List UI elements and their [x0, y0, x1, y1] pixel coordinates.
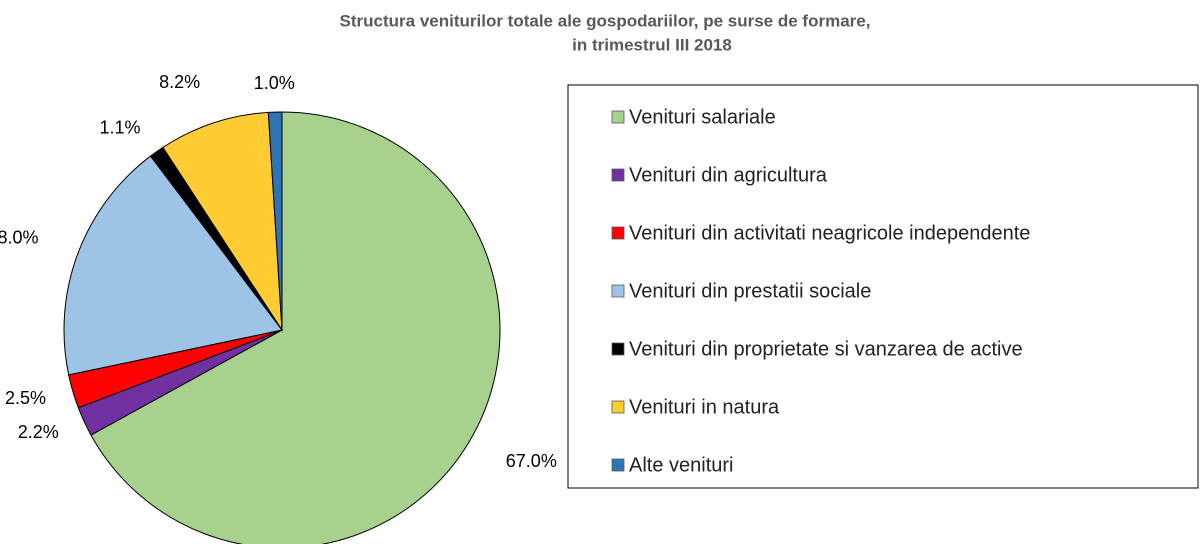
pie-slice — [267, 111, 283, 331]
data-label: 8.2% — [159, 72, 200, 92]
chart-title: Structura veniturilor totale ale gospoda… — [340, 11, 871, 30]
legend-swatch — [611, 400, 625, 414]
legend-label: Venituri din agricultura — [629, 164, 828, 186]
legend-label: Venituri salariale — [629, 106, 776, 128]
data-label: 1.0% — [254, 73, 295, 93]
legend-label: Venituri din prestatii sociale — [629, 280, 871, 302]
legend-swatch — [611, 458, 625, 472]
legend-swatch — [611, 110, 625, 124]
pie-slice — [63, 155, 283, 376]
legend-label: Venituri din activitati neagricole indep… — [629, 222, 1030, 244]
legend-label: Venituri in natura — [629, 396, 780, 418]
data-label: 2.2% — [18, 422, 59, 442]
data-label: 18.0% — [0, 228, 38, 248]
data-label: 2.5% — [5, 388, 46, 408]
legend-swatch — [611, 226, 625, 240]
pie-slice — [90, 111, 501, 544]
legend-swatch — [611, 342, 625, 356]
legend-swatch — [611, 168, 625, 182]
legend-box — [567, 84, 1199, 489]
chart-title: in trimestrul III 2018 — [572, 35, 732, 54]
legend-label: Venituri din proprietate si vanzarea de … — [629, 338, 1023, 360]
legend-label: Alte venituri — [629, 454, 734, 476]
data-label: 1.1% — [100, 117, 141, 137]
data-label: 67.0% — [506, 451, 557, 471]
pie-slice — [162, 111, 283, 332]
legend-swatch — [611, 284, 625, 298]
